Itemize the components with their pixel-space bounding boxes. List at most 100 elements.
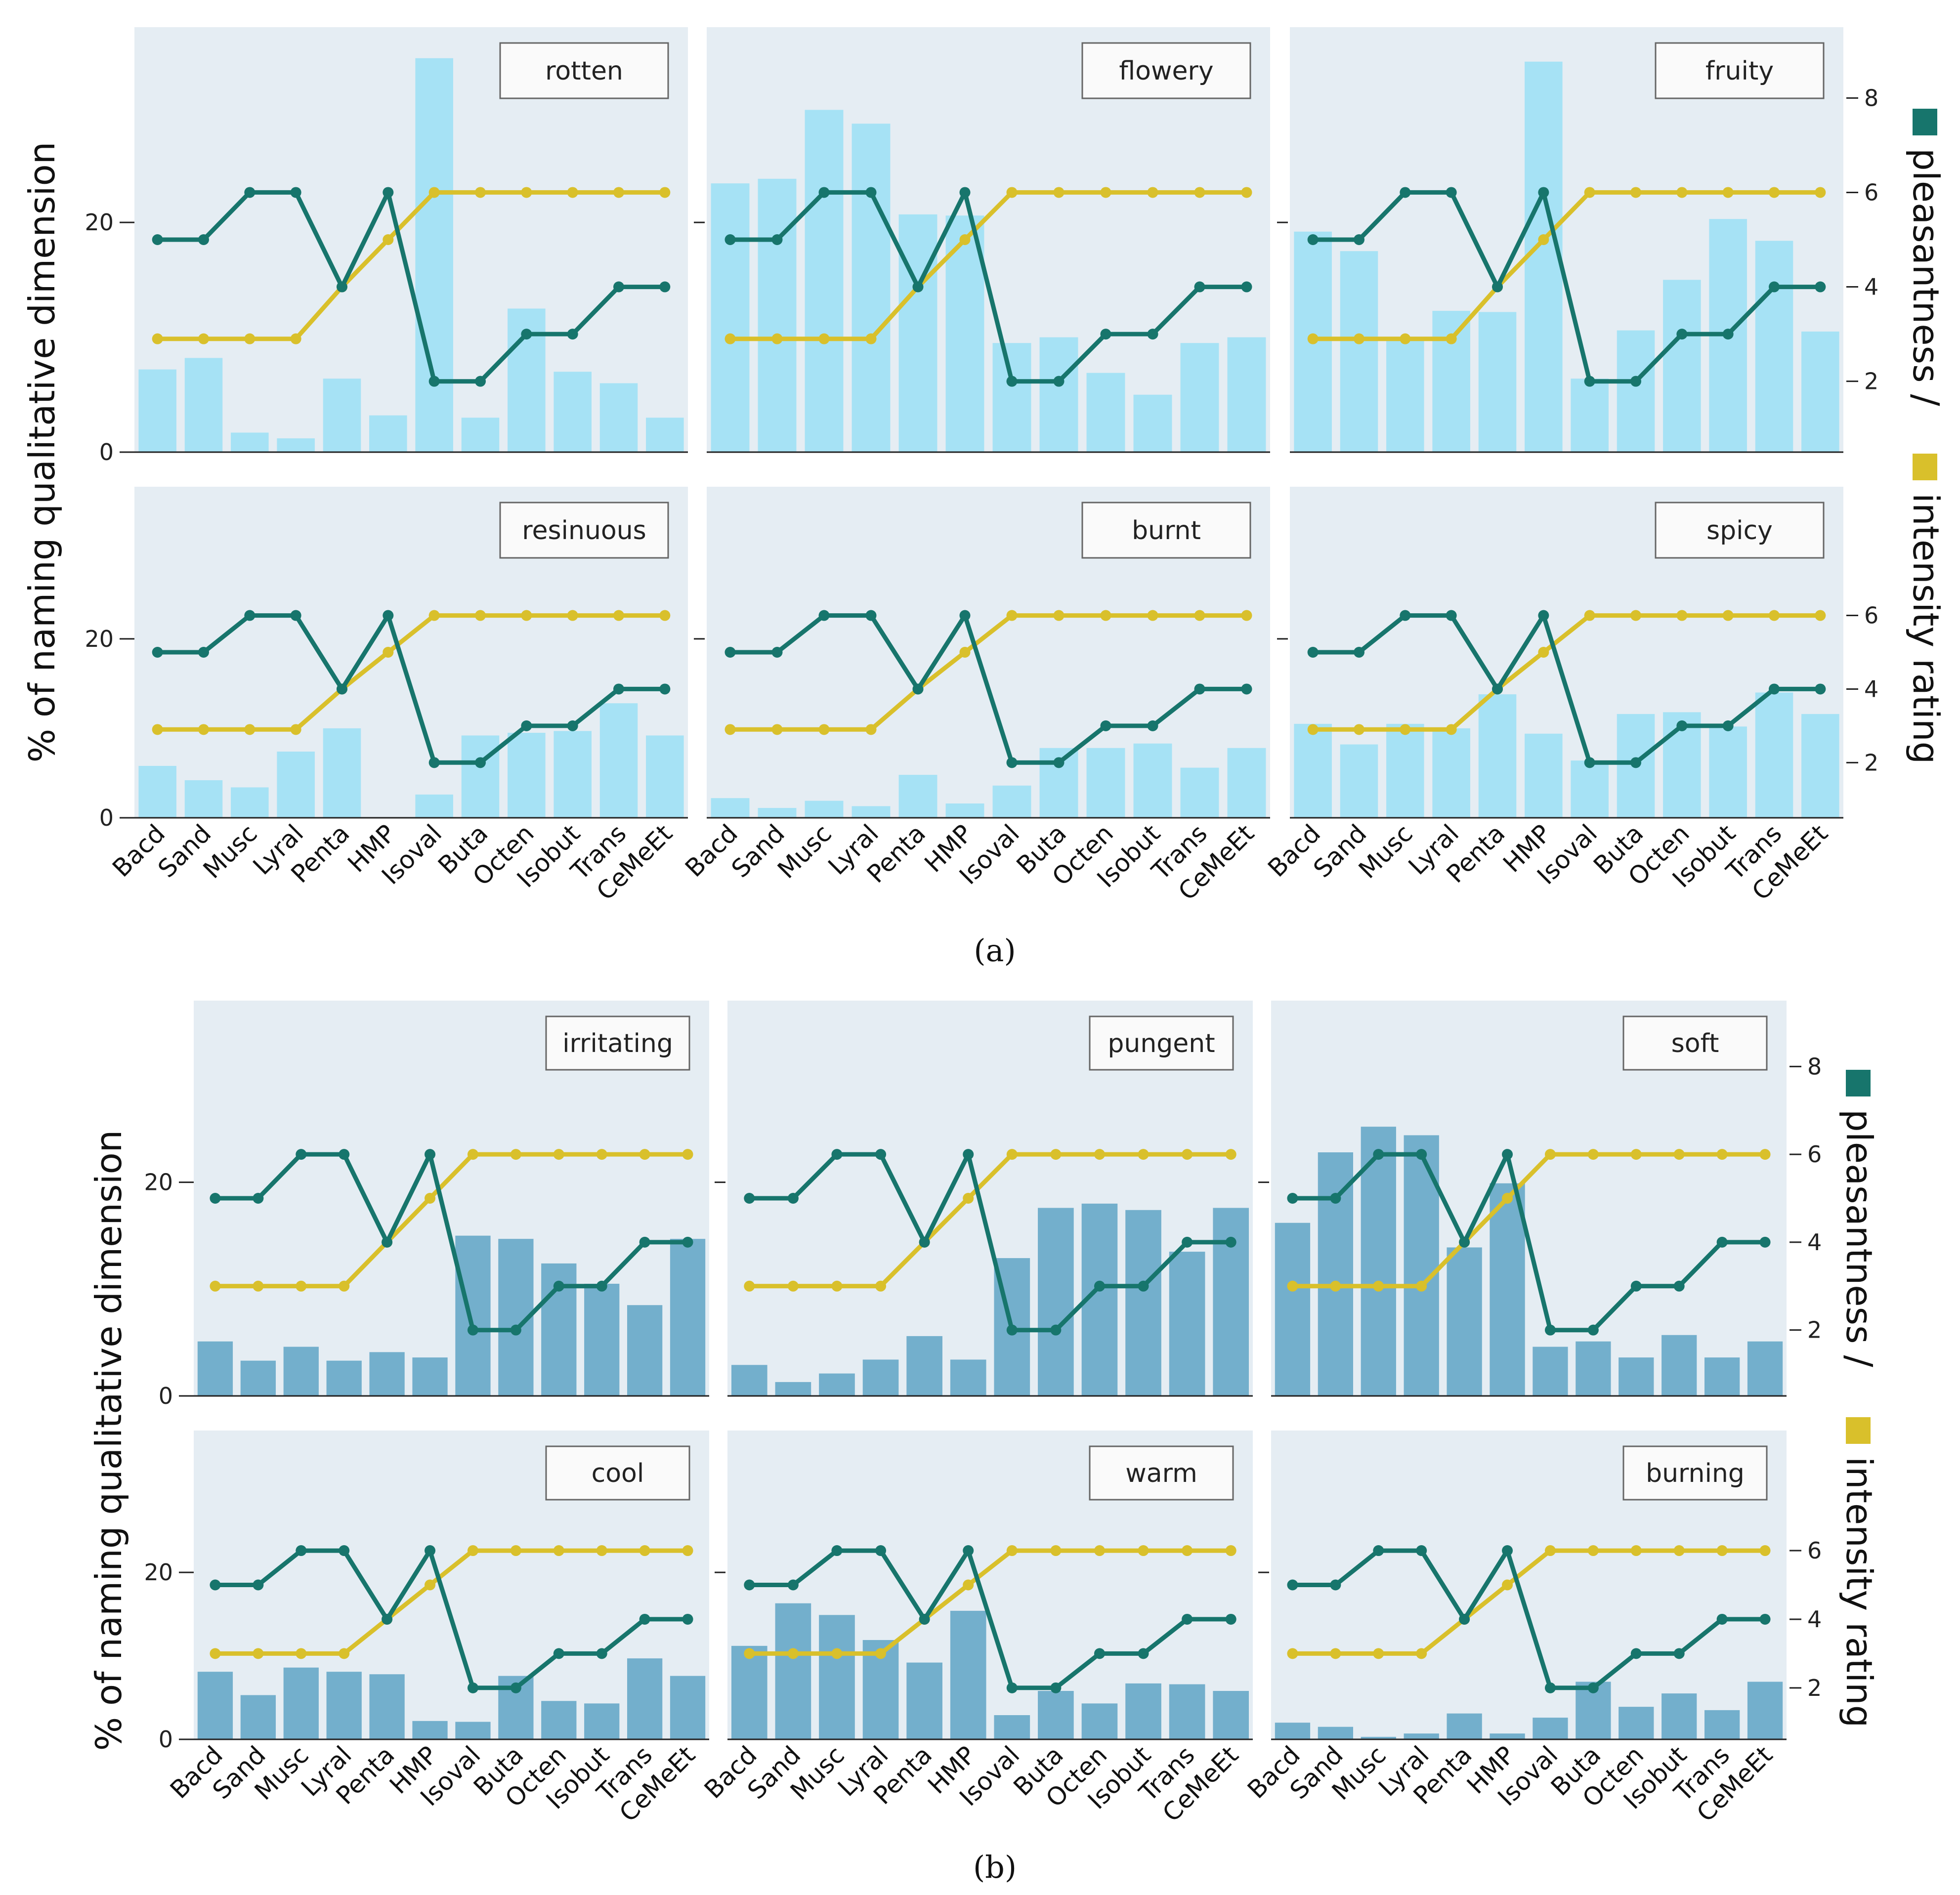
- intensity-point: [1006, 1149, 1018, 1160]
- panel-rotten: 0 20 rotten: [85, 27, 688, 465]
- bar-cemeet: [1801, 714, 1839, 818]
- bar-bacd: [197, 1341, 233, 1396]
- pleasantness-point: [639, 1236, 650, 1248]
- descriptor-box: [1655, 42, 1825, 99]
- bar-penta: [1478, 694, 1517, 818]
- intensity-point: [244, 724, 256, 735]
- intensity-point: [1416, 1280, 1427, 1292]
- bar-hmp: [945, 803, 984, 818]
- pleasantness-point: [919, 1236, 930, 1248]
- pleasantness-point: [210, 1193, 221, 1204]
- bar-trans: [1180, 343, 1219, 452]
- bar-lyral: [326, 1360, 362, 1396]
- intensity-point: [1587, 1545, 1599, 1557]
- bar-buta: [461, 418, 500, 452]
- right-tick-label: 6: [1864, 179, 1878, 206]
- pleasantness-point: [1287, 1579, 1298, 1591]
- pleasantness-point: [428, 376, 440, 387]
- right-axis-title-b-part1: pleasantness /: [1838, 1109, 1880, 1367]
- panel-burnt: burntBacdSandMuscLyralPentaHMPIsovalButa…: [680, 487, 1270, 906]
- pleasantness-point: [1673, 1280, 1685, 1292]
- pleasantness-point: [831, 1545, 843, 1557]
- descriptor-label: soft: [1671, 1029, 1719, 1058]
- pleasantness-point: [296, 1545, 307, 1557]
- pleasantness-point: [1630, 376, 1641, 387]
- bar-buta: [1038, 1691, 1074, 1739]
- bar-penta: [1447, 1713, 1482, 1739]
- pleasantness-point: [1194, 683, 1205, 695]
- bar-lyral: [852, 124, 891, 453]
- bar-buta: [1038, 1208, 1074, 1396]
- pleasantness-line: [157, 190, 665, 384]
- bar-hmp: [950, 1610, 986, 1739]
- intensity-point: [1584, 187, 1595, 198]
- bar-penta: [898, 775, 937, 818]
- intensity-point: [744, 1648, 755, 1659]
- bar-bacd: [138, 765, 176, 818]
- bar-isobut: [1662, 1335, 1697, 1396]
- pleasantness-point: [1769, 281, 1780, 293]
- intensity-point: [963, 1579, 974, 1591]
- intensity-point: [1446, 333, 1457, 344]
- intensity-point: [296, 1280, 307, 1292]
- pleasantness-point: [1006, 1682, 1018, 1693]
- descriptor-label: resinuous: [522, 516, 646, 546]
- right-axis-title-b-part2: intensity rating: [1838, 1457, 1880, 1727]
- bar-isobut: [1709, 726, 1747, 818]
- pleasantness-line: [157, 613, 665, 765]
- legend-swatch-intensity-b: [1846, 1417, 1871, 1444]
- bar-penta: [369, 1352, 405, 1396]
- bar-isoval: [992, 343, 1031, 452]
- panel-spicy: 246spicyBacdSandMuscLyralPentaHMPIsovalB…: [1262, 487, 1878, 906]
- pleasantness-point: [724, 647, 736, 658]
- intensity-point: [1330, 1648, 1341, 1659]
- pleasantness-point: [1815, 683, 1826, 695]
- intensity-point: [1053, 610, 1065, 621]
- intensity-point: [724, 724, 736, 735]
- pleasantness-point: [1194, 281, 1205, 293]
- right-tick-label: 4: [1807, 1606, 1822, 1633]
- intensity-point: [198, 333, 209, 344]
- pleasantness-point: [1307, 234, 1319, 245]
- bar-musc: [819, 1373, 855, 1396]
- category-label: Bacd: [1262, 819, 1326, 883]
- pleasantness-point: [787, 1579, 799, 1591]
- intensity-point: [1307, 333, 1319, 344]
- pleasantness-point: [1307, 647, 1319, 658]
- pleasantness-point: [1138, 1648, 1149, 1659]
- intensity-point: [818, 333, 830, 344]
- pleasantness-point: [1676, 329, 1688, 340]
- pleasantness-point: [1759, 1236, 1771, 1248]
- intensity-point: [682, 1545, 693, 1557]
- bar-bacd: [731, 1365, 767, 1396]
- intensity-point: [771, 724, 783, 735]
- intensity-point: [1673, 1149, 1685, 1160]
- bar-isobut: [584, 1703, 620, 1739]
- intensity-point: [1100, 610, 1111, 621]
- pleasantness-point: [210, 1579, 221, 1591]
- pleasantness-point: [1630, 1280, 1642, 1292]
- bar-hmp: [1490, 1183, 1525, 1396]
- intensity-point: [290, 724, 301, 735]
- pleasantness-point: [382, 1613, 393, 1625]
- pleasantness-point: [1502, 1149, 1513, 1160]
- right-tick-label: 6: [1807, 1537, 1822, 1564]
- intensity-point: [596, 1545, 607, 1557]
- pleasantness-point: [659, 683, 671, 695]
- pleasantness-point: [1225, 1613, 1236, 1625]
- bar-sand: [184, 358, 223, 452]
- bar-trans: [599, 383, 638, 452]
- pleasantness-point: [567, 720, 578, 731]
- pleasantness-point: [1722, 720, 1734, 731]
- pleasantness-point: [296, 1149, 307, 1160]
- intensity-point: [1354, 333, 1364, 344]
- descriptor-box: [499, 502, 669, 559]
- bar-isobut: [1133, 394, 1172, 452]
- pleasantness-point: [425, 1149, 436, 1160]
- pleasantness-point: [475, 376, 486, 387]
- pleasantness-point: [771, 234, 783, 245]
- bar-cemeet: [670, 1239, 706, 1396]
- right-tick-label: 2: [1864, 368, 1878, 395]
- intensity-point: [339, 1280, 350, 1292]
- panel-warm: warmBacdSandMuscLyralPentaHMPIsovalButaO…: [699, 1431, 1253, 1827]
